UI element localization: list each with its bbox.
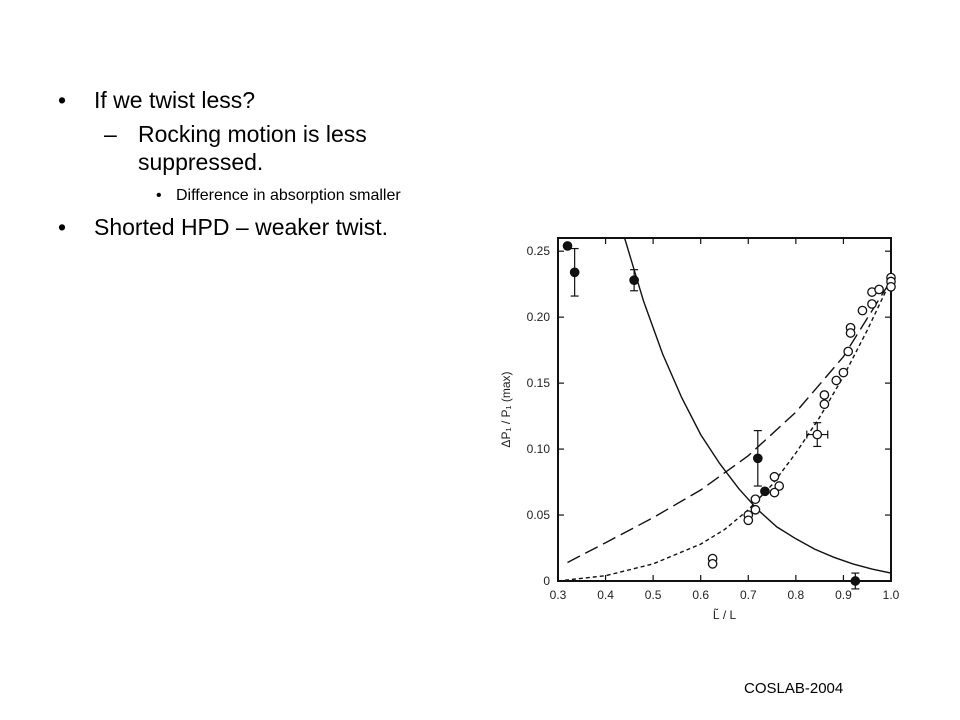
x-tick-label: 0.5 — [645, 588, 662, 602]
x-axis-label: L̃ / L — [713, 607, 737, 622]
x-tick-label: 0.9 — [835, 588, 852, 602]
data-point-open — [874, 284, 884, 295]
curve-short-dash — [558, 279, 891, 581]
data-point-open — [857, 305, 868, 316]
data-point-open — [743, 515, 754, 526]
data-point-open — [838, 367, 849, 378]
x-tick-label: 0.3 — [550, 588, 567, 602]
data-point-open — [886, 281, 896, 292]
data-point-open — [845, 328, 856, 338]
data-point-open — [831, 375, 842, 386]
bullet-dot-icon: • — [156, 187, 162, 204]
y-tick-label: 0.20 — [527, 310, 551, 324]
x-tick-label: 0.8 — [788, 588, 805, 602]
data-point-open — [750, 504, 761, 515]
data-point-open — [819, 390, 830, 400]
y-axis-label: ΔP₁ / P₁ (max) — [499, 371, 513, 447]
bullet-item: • If we twist less? — [58, 86, 458, 114]
data-point-open — [843, 346, 854, 357]
sub-sub-bullet-text: Difference in absorption smaller — [176, 187, 401, 204]
x-tick-label: 1.0 — [883, 588, 900, 602]
y-tick-label: 0.10 — [527, 442, 551, 456]
x-tick-label: 0.7 — [740, 588, 757, 602]
data-point-filled — [562, 241, 573, 251]
data-point-filled — [850, 576, 861, 586]
y-tick-label: 0.25 — [527, 244, 551, 258]
y-tick-label: 0.15 — [527, 376, 551, 390]
bullet-item: • Shorted HPD – weaker twist. — [58, 213, 458, 241]
data-point-filled — [760, 486, 770, 497]
data-point-open — [867, 299, 877, 309]
data-point-open — [819, 399, 830, 410]
bullet-text: If we twist less? — [94, 87, 256, 113]
bullet-dot-icon: • — [58, 214, 67, 240]
bullet-list: • If we twist less? – Rocking motion is … — [58, 86, 458, 247]
sub-bullet-item: – Rocking motion is less suppressed. — [58, 120, 458, 176]
y-tick-label: 0.05 — [527, 508, 551, 522]
data-point-open — [812, 429, 823, 440]
data-point-filled — [569, 267, 580, 278]
data-point-open — [750, 494, 761, 505]
x-tick-label: 0.4 — [597, 588, 614, 602]
curve-long-dash — [567, 279, 891, 564]
sub-sub-bullet-item: • Difference in absorption smaller — [58, 184, 496, 207]
data-point-filled — [629, 275, 639, 286]
data-point-open — [707, 558, 718, 569]
data-point-open — [769, 471, 780, 482]
y-tick-label: 0 — [543, 574, 550, 588]
plot-frame — [557, 237, 892, 582]
bullet-text: Shorted HPD – weaker twist. — [94, 214, 389, 240]
sub-bullet-text: Rocking motion is less suppressed. — [138, 121, 367, 175]
data-point-open — [769, 487, 780, 498]
data-point-filled — [752, 453, 763, 464]
curve-solid — [623, 238, 891, 574]
dash-icon: – — [104, 121, 117, 147]
footer-label: COSLAB-2004 — [744, 680, 844, 697]
chart: 0.3 0.4 0.5 0.6 0.7 0.8 0.9 1.0 0 0.05 0.10 0.15 0.2… — [499, 237, 900, 622]
data-point-open — [774, 481, 785, 491]
x-tick-label: 0.6 — [692, 588, 709, 602]
bullet-dot-icon: • — [58, 87, 67, 113]
